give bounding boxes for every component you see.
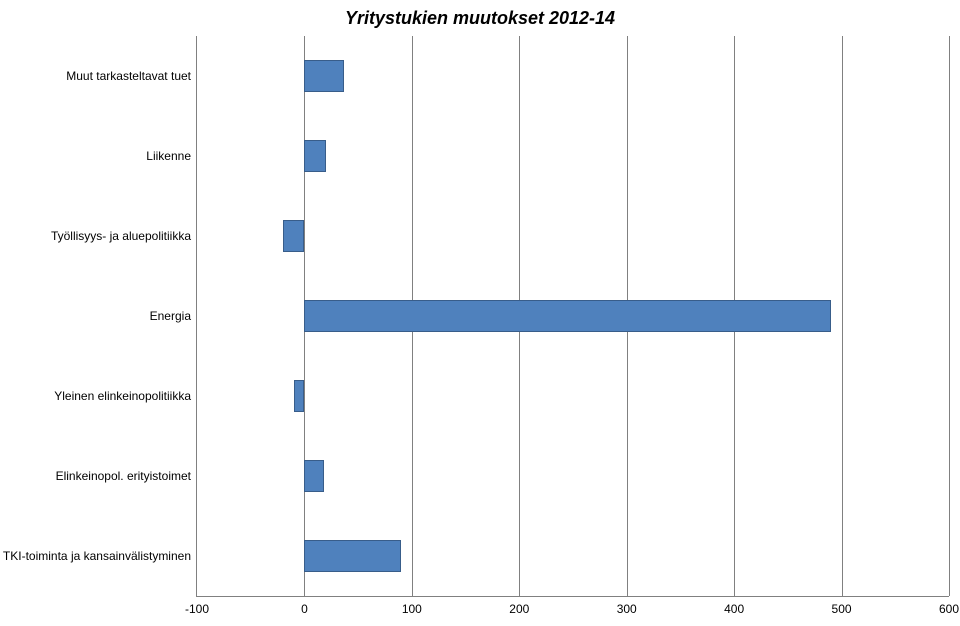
chart-title: Yritystukien muutokset 2012-14 xyxy=(0,8,960,29)
x-tick-label: 300 xyxy=(617,596,637,616)
y-category-label: Energia xyxy=(150,309,197,323)
x-tick-label: 100 xyxy=(402,596,422,616)
bar xyxy=(304,540,401,572)
y-category-label: Liikenne xyxy=(146,149,197,163)
bar xyxy=(304,140,325,172)
y-category-label: TKI-toiminta ja kansainvälistyminen xyxy=(3,549,197,563)
y-category-label: Elinkeinopol. erityistoimet xyxy=(56,469,197,483)
y-category-label: Työllisyys- ja aluepolitiikka xyxy=(51,229,197,243)
bar xyxy=(294,380,305,412)
x-tick-label: 500 xyxy=(832,596,852,616)
gridline xyxy=(949,36,950,596)
gridline xyxy=(842,36,843,596)
x-tick-label: -100 xyxy=(185,596,209,616)
bar xyxy=(304,460,323,492)
x-tick-label: 600 xyxy=(939,596,959,616)
bar xyxy=(304,300,830,332)
x-tick-label: 400 xyxy=(724,596,744,616)
x-tick-label: 0 xyxy=(301,596,308,616)
x-tick-label: 200 xyxy=(509,596,529,616)
y-category-label: Yleinen elinkeinopolitiikka xyxy=(54,389,197,403)
bar xyxy=(304,60,344,92)
y-category-label: Muut tarkasteltavat tuet xyxy=(66,69,197,83)
bar-chart: Yritystukien muutokset 2012-14 -10001002… xyxy=(0,0,960,626)
plot-area: -1000100200300400500600Muut tarkasteltav… xyxy=(196,36,949,597)
bar xyxy=(283,220,304,252)
